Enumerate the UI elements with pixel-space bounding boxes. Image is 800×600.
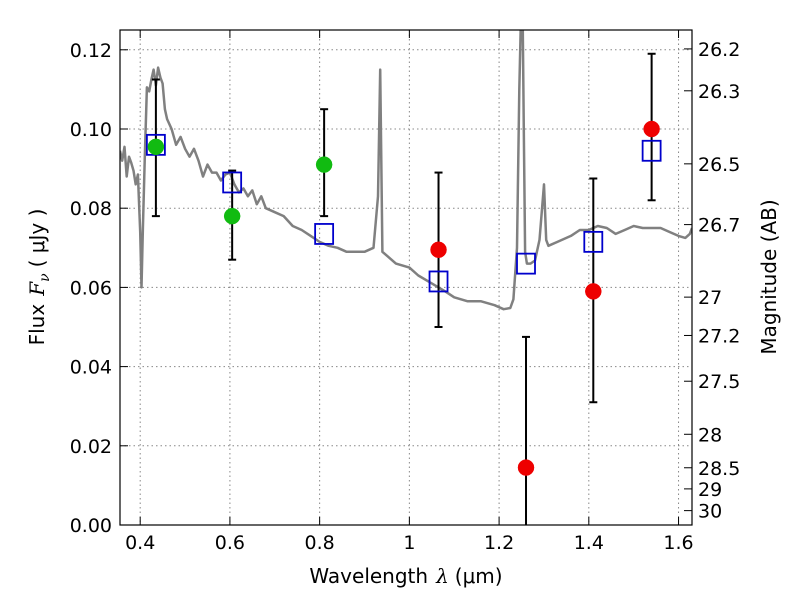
markers — [145, 120, 662, 476]
y-tick-label-2: 0.04 — [70, 357, 112, 379]
x-tick-label-2: 0.8 — [305, 532, 335, 554]
y2-tick-label-10: 30 — [698, 501, 722, 523]
y-axis: 0.00 0.02 0.04 0.06 0.08 0.10 0.12 — [70, 40, 128, 537]
y2-axis-label: Magnitude (AB) — [757, 199, 781, 354]
y-tick-label-5: 0.10 — [70, 119, 112, 141]
red-point-0 — [430, 241, 447, 259]
green-point-2 — [315, 156, 333, 173]
model-square-3 — [428, 270, 449, 293]
x-tick-label-0: 0.4 — [125, 532, 155, 554]
green-point-0 — [147, 138, 165, 156]
x-tick-label-1: 0.6 — [215, 532, 245, 554]
y2-tick-label-4: 27 — [698, 287, 722, 309]
y2-tick-label-2: 26.5 — [698, 154, 740, 176]
y2-tick-label-1: 26.3 — [698, 81, 740, 103]
red-point-3 — [643, 120, 660, 138]
model-square-5 — [583, 230, 604, 253]
y-tick-label-3: 0.06 — [70, 277, 112, 299]
plot-frame — [119, 29, 693, 526]
y-tick-label-0: 0.00 — [70, 515, 112, 537]
y2-tick-label-5: 27.2 — [698, 325, 740, 347]
red-point-1 — [517, 459, 535, 476]
y2-tick-label-9: 29 — [698, 479, 722, 501]
x-tick-label-4: 1.2 — [484, 532, 514, 554]
model-square-2 — [314, 223, 335, 245]
x-axis-label: Wavelength λ (μm) — [309, 564, 502, 588]
grid — [120, 30, 692, 526]
model-square-1 — [222, 171, 243, 194]
red-point-2 — [585, 283, 602, 300]
y-axis-label: FluxFν( μJy ) — [25, 209, 53, 346]
y2-tick-label-8: 28.5 — [698, 458, 740, 480]
x-axis: 0.4 0.6 0.8 1 1.2 1.4 1.6 — [125, 30, 694, 554]
green-point-1 — [223, 207, 241, 225]
x-tick-label-5: 1.4 — [574, 532, 604, 554]
x-tick-label-3: 1 — [403, 532, 415, 554]
model-square-6 — [641, 139, 662, 162]
y-tick-label-1: 0.02 — [70, 436, 112, 458]
y-tick-label-4: 0.08 — [70, 198, 112, 220]
plot-background — [120, 30, 692, 525]
y2-tick-label-0: 26.2 — [698, 39, 740, 61]
y2-tick-label-6: 27.5 — [698, 371, 740, 393]
y2-tick-label-3: 26.7 — [698, 215, 740, 237]
model-square-4 — [516, 252, 536, 275]
y-tick-label-6: 0.12 — [70, 40, 112, 62]
y2-tick-label-7: 28 — [698, 424, 722, 446]
x-tick-label-6: 1.6 — [663, 532, 693, 554]
